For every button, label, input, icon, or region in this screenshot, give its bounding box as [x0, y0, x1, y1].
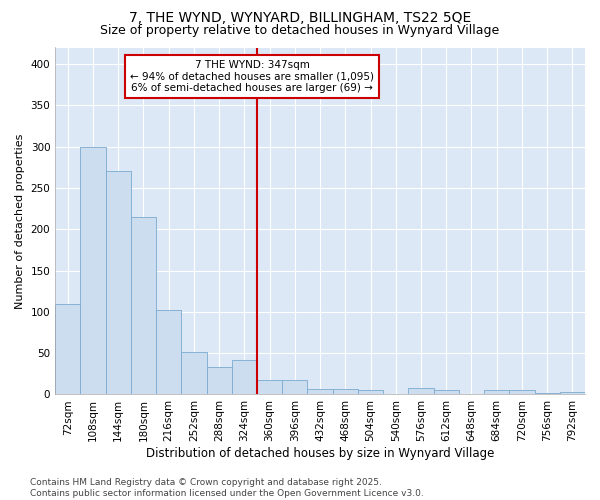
Bar — [535, 393, 560, 394]
Bar — [560, 392, 585, 394]
Y-axis label: Number of detached properties: Number of detached properties — [15, 134, 25, 308]
Text: 7, THE WYND, WYNYARD, BILLINGHAM, TS22 5QE: 7, THE WYND, WYNYARD, BILLINGHAM, TS22 5… — [129, 11, 471, 25]
Bar — [257, 380, 282, 394]
Bar — [232, 360, 257, 394]
Bar — [55, 304, 80, 394]
Bar — [156, 310, 181, 394]
Bar — [181, 352, 206, 395]
X-axis label: Distribution of detached houses by size in Wynyard Village: Distribution of detached houses by size … — [146, 447, 494, 460]
Bar — [358, 390, 383, 394]
Bar — [332, 388, 358, 394]
Bar — [131, 217, 156, 394]
Bar — [106, 172, 131, 394]
Bar — [80, 146, 106, 394]
Text: 7 THE WYND: 347sqm
← 94% of detached houses are smaller (1,095)
6% of semi-detac: 7 THE WYND: 347sqm ← 94% of detached hou… — [130, 60, 374, 93]
Text: Contains HM Land Registry data © Crown copyright and database right 2025.
Contai: Contains HM Land Registry data © Crown c… — [30, 478, 424, 498]
Bar — [484, 390, 509, 394]
Text: Size of property relative to detached houses in Wynyard Village: Size of property relative to detached ho… — [100, 24, 500, 37]
Bar — [434, 390, 459, 394]
Bar — [409, 388, 434, 394]
Bar — [307, 388, 332, 394]
Bar — [509, 390, 535, 394]
Bar — [282, 380, 307, 394]
Bar — [206, 367, 232, 394]
